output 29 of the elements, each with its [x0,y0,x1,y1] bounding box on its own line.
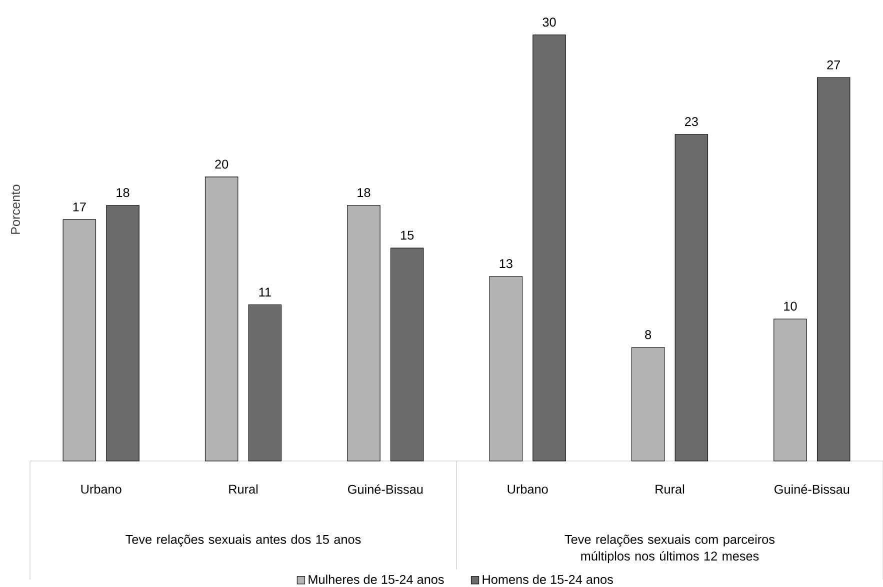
data-label: 23 [685,117,698,126]
data-label: 30 [542,18,556,27]
y-axis-title: Porcento [11,184,20,234]
x-tick-label: Guiné-Bissau [348,484,423,494]
bar [248,304,282,462]
bar [674,134,708,462]
bar [532,34,566,462]
legend-label: Mulheres de 15-24 anos [308,574,444,584]
x-tick-label: Urbano [508,484,548,494]
data-label: 13 [500,259,512,268]
data-label: 18 [116,188,130,198]
data-label: 17 [73,202,86,212]
data-label: 11 [259,288,271,297]
text: Teve relações sexuais antes dos 15 anos [126,534,361,546]
x-tick-label: Rural [229,484,258,494]
text: Teve relações sexuais com parceiros múltiplos nos últimos 12 meses [564,534,774,564]
data-label: 20 [215,160,228,169]
bar [390,248,424,462]
x-tick-label: Guiné-Bissau [774,484,850,494]
data-label: 8 [645,330,652,340]
data-label: 15 [401,230,414,240]
data-label: 18 [358,188,370,198]
bar [106,205,140,462]
bar [816,77,850,462]
legend-label: Homens de 15-24 anos [482,574,613,584]
data-label: 10 [784,302,797,311]
data-label: 27 [827,60,840,70]
x-tick-label: Urbano [81,484,122,494]
x-tick-label: Rural [656,484,684,494]
